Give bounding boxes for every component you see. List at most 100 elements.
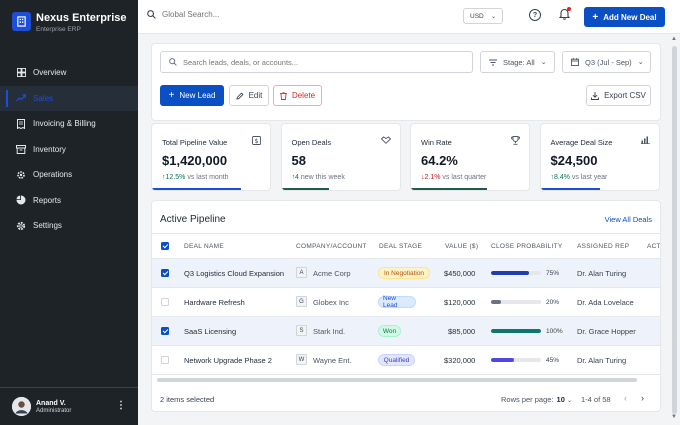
sidebar-item-overview[interactable]: Overview	[0, 60, 138, 86]
sidebar-item-operations[interactable]: Operations	[0, 162, 138, 188]
topbar: USD ⌄ ? + Add New Deal	[138, 0, 680, 34]
pipeline-title: Active Pipeline	[160, 214, 226, 225]
trend-text: vs last quarter	[442, 174, 487, 181]
column-header-deal-name[interactable]: DEAL NAME	[184, 243, 225, 250]
card-trend: ↑8.4% vs last year	[551, 174, 608, 181]
new-lead-button[interactable]: + New Lead	[160, 85, 224, 106]
table-row[interactable]: SaaS Licensing S Stark Ind. Won $85,000 …	[152, 317, 660, 346]
deal-name[interactable]: Network Upgrade Phase 2	[184, 356, 272, 365]
sidebar-item-label: Inventory	[33, 144, 66, 154]
prev-page-icon[interactable]: ‹	[624, 393, 627, 403]
add-new-deal-button[interactable]: + Add New Deal	[584, 7, 665, 27]
notifications-button[interactable]	[558, 7, 571, 22]
stage-filter[interactable]: Stage: All ⌄	[480, 51, 555, 73]
trend-value: 8.4%	[554, 174, 570, 181]
export-csv-label: Export CSV	[604, 91, 646, 100]
horizontal-scrollbar[interactable]	[157, 378, 637, 382]
chevron-down-icon: ⌄	[490, 13, 496, 20]
quarter-filter[interactable]: Q3 (Jul - Sep) ⌄	[562, 51, 651, 73]
chevron-down-icon: ⌄	[566, 398, 572, 404]
pipeline-search-input[interactable]	[183, 57, 463, 67]
sidebar-item-invoicing[interactable]: Invoicing & Billing	[0, 111, 138, 137]
chevron-down-icon: ⌄	[540, 59, 547, 66]
table-header: DEAL NAME COMPANY/ACCOUNT DEAL STAGE VAL…	[152, 233, 661, 259]
sidebar-item-label: Overview	[33, 68, 67, 78]
card-value: 64.2%	[421, 153, 458, 168]
building-icon	[12, 12, 31, 31]
help-icon[interactable]: ?	[529, 9, 541, 21]
card-title: Average Deal Size	[550, 138, 613, 147]
row-checkbox[interactable]	[161, 356, 169, 364]
company-initial-badge: W	[296, 354, 307, 365]
view-all-deals-link[interactable]: View All Deals	[604, 215, 652, 224]
row-actions[interactable]: ⋮	[657, 297, 660, 306]
select-all-checkbox[interactable]	[161, 242, 169, 250]
sidebar-item-sales[interactable]: Sales	[0, 85, 138, 111]
currency-select[interactable]: USD ⌄	[463, 8, 503, 24]
company-initial-badge: S	[296, 325, 307, 336]
deal-name[interactable]: SaaS Licensing	[184, 327, 237, 336]
column-header-company[interactable]: COMPANY/ACCOUNT	[296, 243, 367, 250]
export-csv-button[interactable]: Export CSV	[586, 85, 651, 106]
global-search-input[interactable]	[162, 10, 312, 19]
card-trend: ↑12.5% vs last month	[162, 174, 229, 181]
bar-chart-icon	[640, 136, 650, 146]
filter-icon	[489, 59, 497, 65]
card-trend: ↓2.1% vs last quarter	[421, 174, 486, 181]
vertical-scrollbar[interactable]	[672, 46, 677, 414]
probability-label: 20%	[546, 298, 560, 306]
row-actions[interactable]: ⋮	[657, 355, 660, 364]
row-actions[interactable]: ⋮	[657, 268, 660, 277]
column-header-rep[interactable]: ASSIGNED REP	[577, 243, 630, 250]
card-title: Win Rate	[421, 138, 452, 147]
deal-value: $320,000	[444, 356, 476, 365]
card-title: Total Pipeline Value	[162, 138, 228, 147]
selection-count: 2 items selected	[160, 395, 215, 404]
deal-name[interactable]: Q3 Logistics Cloud Expansion	[184, 269, 285, 278]
table-row[interactable]: Hardware Refresh G Globex Inc New Lead $…	[152, 288, 660, 317]
probability-label: 75%	[546, 269, 560, 277]
row-actions[interactable]: ⋮	[657, 326, 660, 335]
kpi-card-avg-deal-size: Average Deal Size $24,500 ↑8.4% vs last …	[539, 123, 660, 191]
probability-label: 45%	[546, 356, 560, 364]
sidebar-item-settings[interactable]: Settings	[0, 213, 138, 239]
column-header-probability[interactable]: CLOSE PROBABILITY	[491, 243, 563, 250]
column-header-stage[interactable]: DEAL STAGE	[379, 243, 423, 250]
edit-button[interactable]: Edit	[229, 85, 269, 106]
row-checkbox[interactable]	[161, 327, 169, 335]
column-header-actions[interactable]: ACT	[647, 243, 661, 250]
trash-icon	[279, 91, 287, 100]
row-checkbox[interactable]	[161, 269, 169, 277]
more-vertical-icon[interactable]: ⋮	[116, 400, 126, 411]
delete-button[interactable]: Delete	[273, 85, 322, 106]
global-search[interactable]	[147, 10, 312, 19]
column-header-value[interactable]: VALUE ($)	[445, 243, 479, 250]
brand[interactable]: Nexus Enterprise Enterprise ERP	[12, 12, 126, 33]
currency-value: USD	[470, 12, 484, 20]
scroll-up-arrow-icon[interactable]: ▲	[671, 36, 677, 42]
next-page-icon[interactable]: ›	[641, 393, 644, 403]
assigned-rep: Dr. Ada Lovelace	[577, 298, 634, 307]
trend-text: new this week	[300, 174, 345, 181]
deal-value: $120,000	[444, 298, 476, 307]
company-name: Wayne Ent.	[313, 356, 352, 365]
sidebar-item-label: Reports	[33, 195, 62, 205]
scroll-down-arrow-icon[interactable]: ▼	[671, 414, 677, 420]
sidebar-item-reports[interactable]: Reports	[0, 188, 138, 214]
card-progress-bar	[281, 188, 329, 190]
deal-value: $85,000	[448, 327, 476, 336]
row-checkbox[interactable]	[161, 298, 169, 306]
pencil-icon	[236, 91, 244, 100]
pipeline-search[interactable]	[160, 51, 473, 73]
settings-cog-icon	[16, 170, 26, 180]
table-row[interactable]: Q3 Logistics Cloud Expansion A Acme Corp…	[152, 259, 660, 288]
deal-name[interactable]: Hardware Refresh	[184, 298, 245, 307]
probability-bar	[491, 358, 541, 362]
user-profile[interactable]: Anand V. Administrator ⋮	[0, 387, 138, 425]
table-row[interactable]: Network Upgrade Phase 2 W Wayne Ent. Qua…	[152, 346, 660, 375]
chevron-down-icon: ⌄	[637, 59, 644, 66]
user-role: Administrator	[36, 407, 72, 414]
rows-per-page[interactable]: Rows per page: 10 ⌄	[501, 395, 572, 404]
trophy-icon	[510, 136, 521, 147]
sidebar-item-inventory[interactable]: Inventory	[0, 137, 138, 163]
